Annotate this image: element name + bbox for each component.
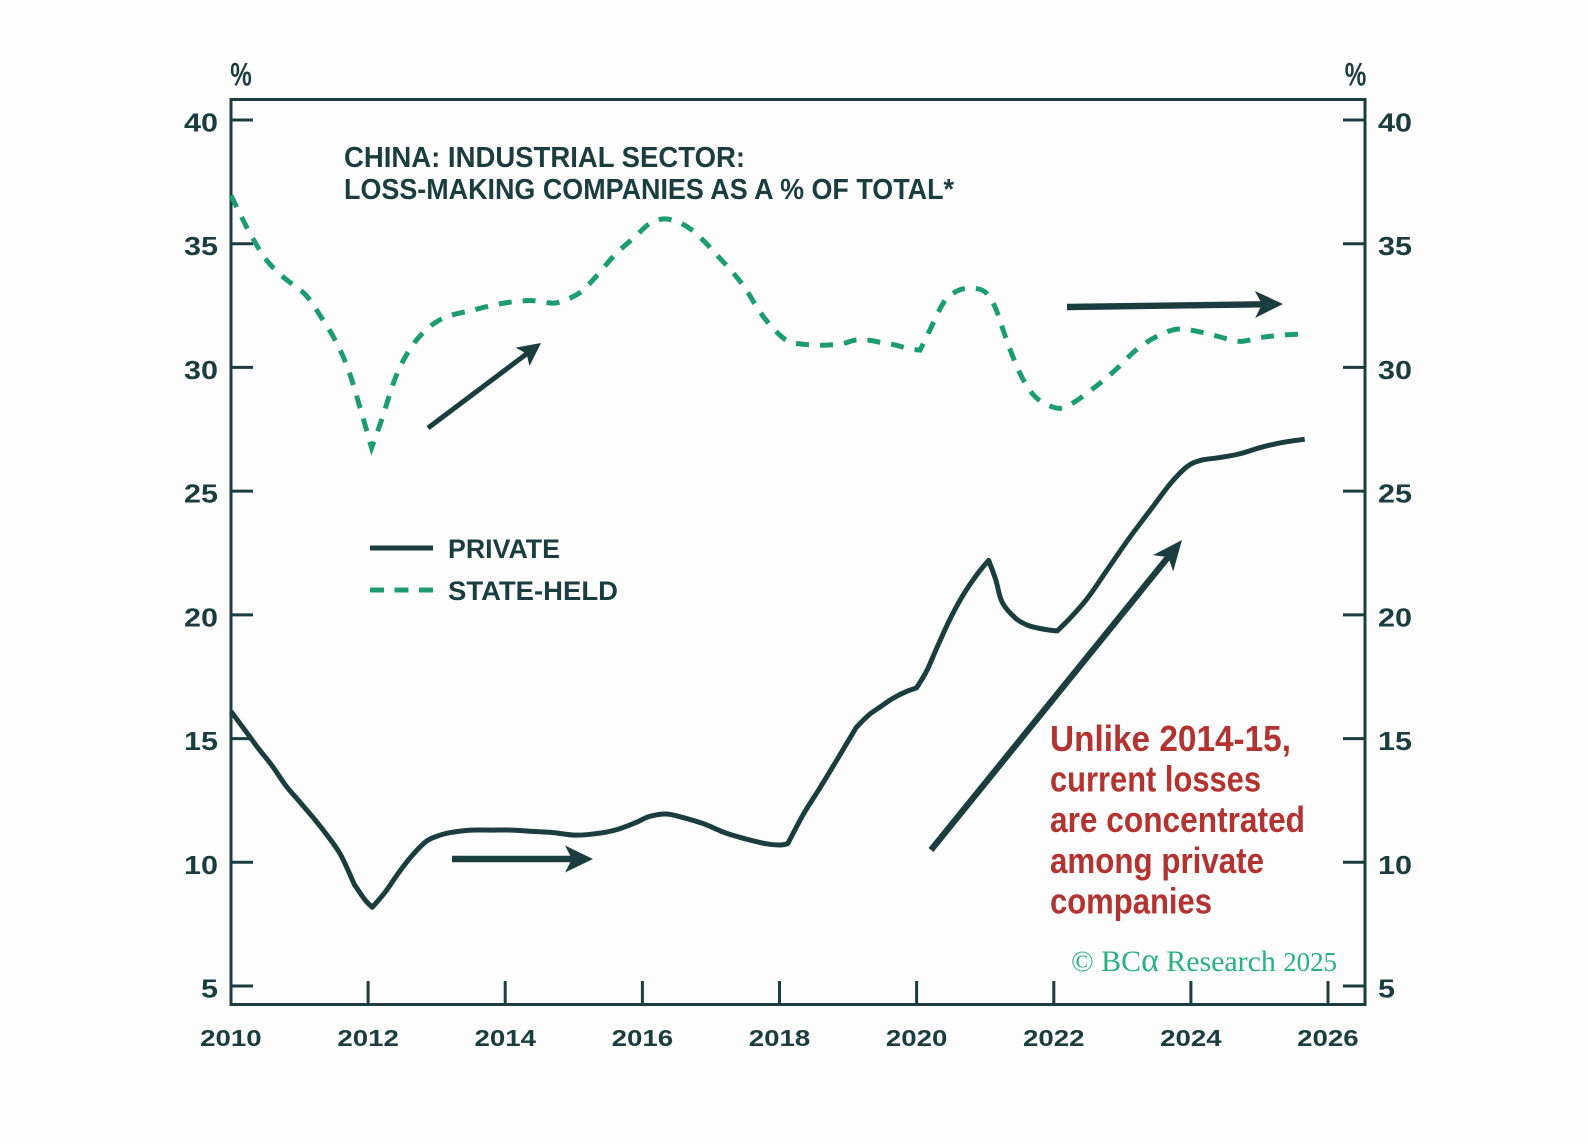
svg-text:among private: among private [1050,840,1264,881]
svg-text:are concentrated: are concentrated [1050,799,1305,840]
svg-text:companies: companies [1050,880,1212,921]
svg-text:2016: 2016 [612,1025,674,1051]
svg-text:25: 25 [184,479,218,509]
svg-text:LOSS-MAKING COMPANIES AS A % O: LOSS-MAKING COMPANIES AS A % OF TOTAL* [344,174,955,206]
svg-text:20: 20 [1378,602,1412,632]
svg-text:2020: 2020 [886,1025,948,1051]
svg-text:STATE-HELD: STATE-HELD [448,576,618,606]
svg-text:10: 10 [1378,850,1412,880]
svg-text:40: 40 [184,108,218,138]
svg-text:Unlike 2014-15,: Unlike 2014-15, [1050,718,1291,759]
svg-text:© BCα Research 2025: © BCα Research 2025 [1071,942,1337,979]
svg-text:%: % [1345,57,1367,93]
svg-text:15: 15 [184,726,218,756]
svg-text:2022: 2022 [1023,1025,1085,1051]
svg-text:30: 30 [1378,355,1412,385]
svg-text:2012: 2012 [337,1025,399,1051]
svg-text:10: 10 [184,850,218,880]
svg-text:35: 35 [1378,231,1412,261]
svg-text:5: 5 [1378,974,1395,1004]
svg-text:PRIVATE: PRIVATE [448,534,560,564]
svg-text:25: 25 [1378,479,1412,509]
svg-text:2026: 2026 [1297,1025,1359,1051]
svg-text:30: 30 [184,355,218,385]
svg-text:35: 35 [184,231,218,261]
svg-text:15: 15 [1378,726,1412,756]
svg-text:%: % [230,57,252,93]
svg-text:CHINA: INDUSTRIAL SECTOR:: CHINA: INDUSTRIAL SECTOR: [344,142,745,174]
svg-text:current losses: current losses [1050,759,1261,800]
svg-text:2014: 2014 [475,1025,537,1051]
svg-text:2024: 2024 [1160,1025,1222,1051]
svg-text:20: 20 [184,602,218,632]
svg-text:5: 5 [201,974,218,1004]
svg-text:40: 40 [1378,108,1412,138]
svg-text:2018: 2018 [749,1025,811,1051]
svg-text:2010: 2010 [200,1025,262,1051]
